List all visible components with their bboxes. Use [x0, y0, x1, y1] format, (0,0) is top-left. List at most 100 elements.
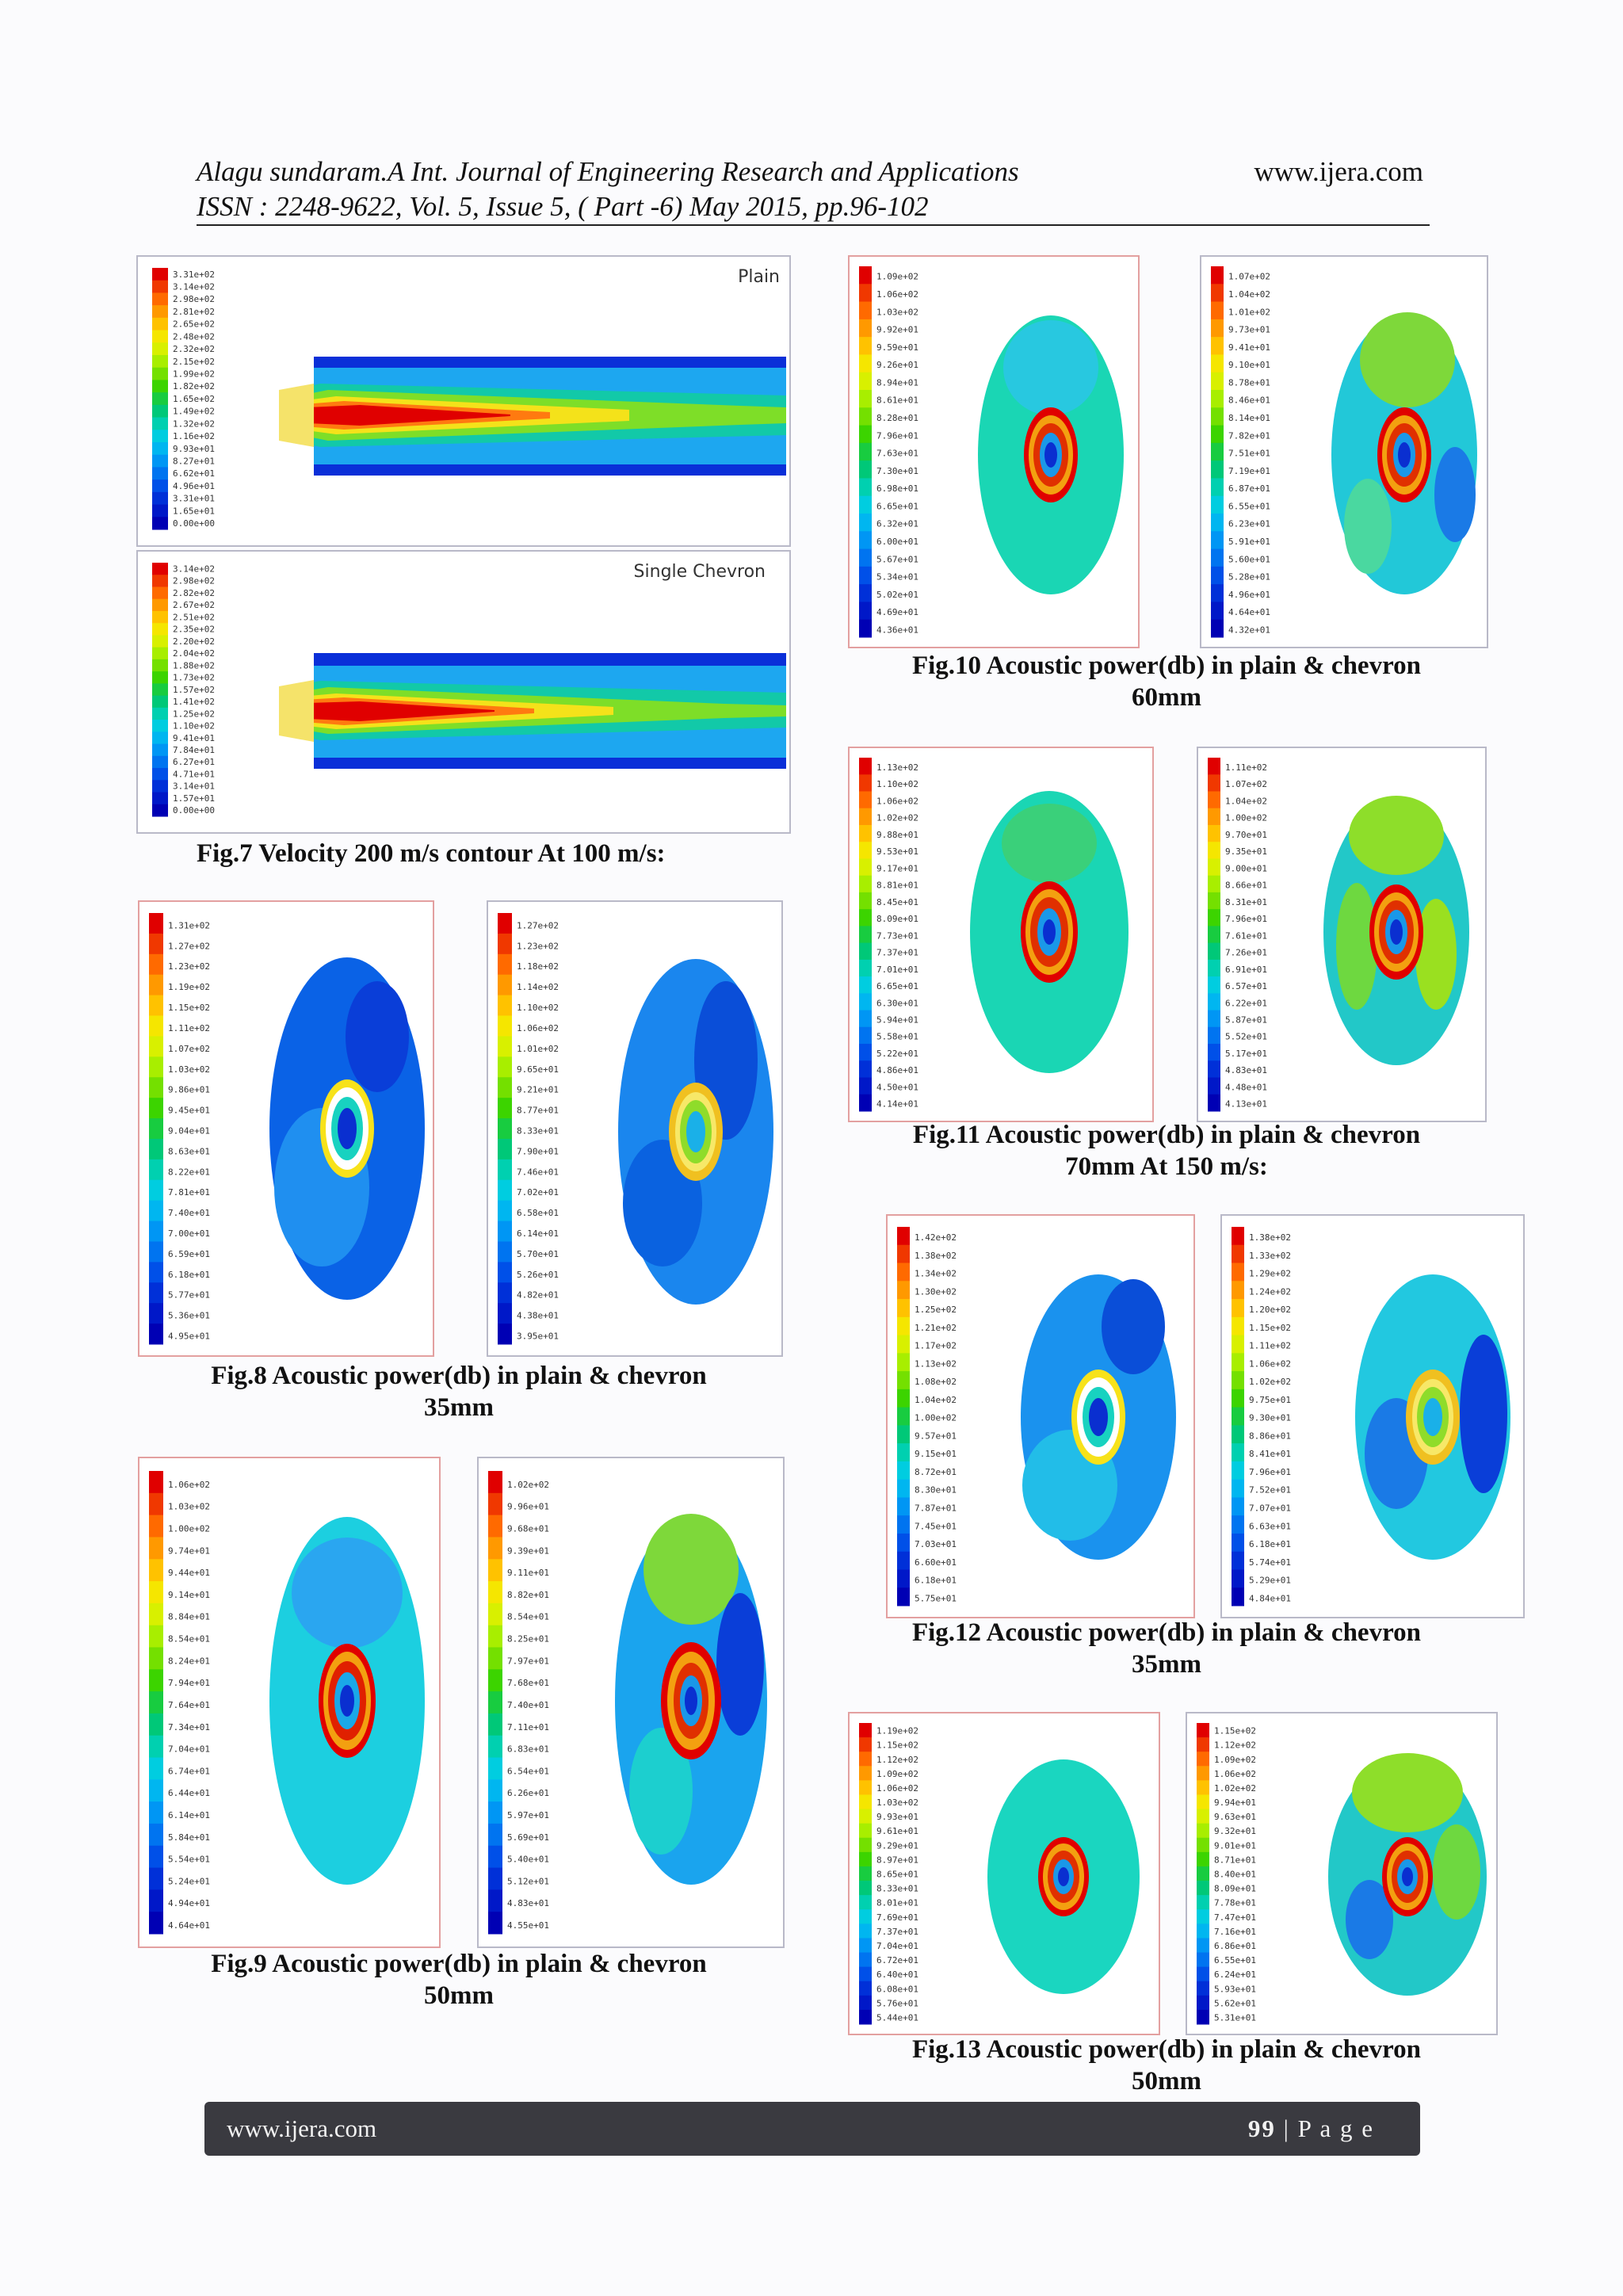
- colorbar-label: 7.02e+01: [517, 1187, 559, 1198]
- fig7-chevron-contour: 3.14e+02 2.98e+02 2.82e+02 2.67e+02 2.51e+02…: [136, 550, 791, 834]
- colorbar-swatch: [859, 1094, 872, 1112]
- colorbar-swatch: [1232, 1316, 1244, 1336]
- colorbar-swatch: [152, 367, 168, 380]
- colorbar-label: 9.61e+01: [876, 1826, 918, 1836]
- colorbar-label: 4.38e+01: [517, 1311, 559, 1321]
- colorbar-label: 8.27e+01: [173, 457, 215, 467]
- colorbar-swatch: [1208, 791, 1220, 809]
- colorbar-swatch: [149, 1537, 163, 1560]
- colorbar-label: 9.92e+01: [876, 325, 918, 335]
- colorbar-swatch: [498, 1241, 512, 1263]
- colorbar-swatch: [498, 1324, 512, 1345]
- colorbar-label: 6.14e+01: [168, 1810, 210, 1820]
- colorbar-label: 7.37e+01: [876, 948, 918, 958]
- colorbar-label: 1.01e+02: [1228, 307, 1270, 317]
- colorbar-label: 8.97e+01: [876, 1855, 918, 1865]
- colorbar-swatch: [149, 974, 163, 996]
- fig9-chevron-contour: 1.02e+02 9.96e+01 9.68e+01 9.39e+01 9.11e+01…: [477, 1457, 785, 1948]
- colorbar-swatch: [1197, 1866, 1209, 1881]
- colorbar-swatch: [859, 774, 872, 792]
- colorbar-label: 7.96e+01: [876, 430, 918, 441]
- colorbar-label: 7.78e+01: [1214, 1898, 1256, 1908]
- colorbar-swatch: [1197, 1737, 1209, 1752]
- colorbar-label: 6.72e+01: [876, 1955, 918, 1966]
- colorbar-label: 7.46e+01: [517, 1167, 559, 1177]
- colorbar-swatch: [859, 425, 872, 444]
- colorbar-swatch: [1232, 1389, 1244, 1408]
- colorbar-label: 1.27e+02: [517, 920, 559, 930]
- colorbar-swatch: [498, 1262, 512, 1283]
- fig13-chevron-contour: 1.15e+02 1.12e+02 1.09e+02 1.06e+02 1.02e+02…: [1186, 1712, 1498, 2035]
- colorbar-swatch: [859, 875, 872, 893]
- colorbar-swatch: [859, 1809, 872, 1824]
- colorbar-label: 9.93e+01: [173, 444, 215, 454]
- colorbar-label: 7.51e+01: [1228, 449, 1270, 459]
- colorbar-swatch: [859, 337, 872, 355]
- colorbar-swatch: [488, 1757, 502, 1780]
- colorbar-swatch: [1208, 976, 1220, 994]
- colorbar-label: 1.03e+02: [876, 307, 918, 317]
- fig13-chevron-disk: [1328, 1753, 1487, 1996]
- colorbar-label: 1.13e+02: [876, 762, 918, 773]
- colorbar-label: 1.07e+02: [1225, 779, 1267, 789]
- colorbar-label: 1.29e+02: [1249, 1269, 1291, 1279]
- fig9-chevron-disk: [615, 1514, 767, 1885]
- colorbar-label: 3.31e+02: [173, 269, 215, 280]
- colorbar-swatch: [1208, 959, 1220, 977]
- colorbar-label: 9.75e+01: [1249, 1395, 1291, 1405]
- fig7-chevron-jet: [279, 653, 786, 769]
- colorbar-label: 1.04e+02: [1228, 289, 1270, 300]
- colorbar-swatch: [152, 623, 168, 636]
- fig10-caption-line1: Fig.10 Acoustic power(db) in plain & che…: [911, 651, 1421, 680]
- colorbar-swatch: [149, 1757, 163, 1780]
- colorbar-label: 6.65e+01: [876, 501, 918, 511]
- colorbar-swatch: [498, 1056, 512, 1078]
- colorbar-label: 7.94e+01: [168, 1678, 210, 1688]
- colorbar-label: 7.61e+01: [1225, 930, 1267, 941]
- fig8-plain-disk: [269, 957, 425, 1300]
- colorbar-swatch: [1232, 1244, 1244, 1264]
- colorbar-swatch: [1197, 1809, 1209, 1824]
- colorbar-label: 6.14e+01: [517, 1228, 559, 1239]
- colorbar-label: 6.59e+01: [168, 1249, 210, 1259]
- colorbar-swatch: [149, 1241, 163, 1263]
- colorbar-swatch: [1211, 425, 1224, 444]
- colorbar-label: 1.38e+02: [1249, 1232, 1291, 1243]
- colorbar-swatch: [149, 1262, 163, 1283]
- colorbar-label: 6.55e+01: [1228, 501, 1270, 511]
- colorbar-swatch: [1232, 1497, 1244, 1516]
- colorbar-swatch: [859, 1723, 872, 1738]
- colorbar-swatch: [897, 1335, 910, 1354]
- colorbar-swatch: [1232, 1533, 1244, 1553]
- colorbar-label: 6.40e+01: [876, 1969, 918, 1980]
- colorbar-swatch: [149, 1179, 163, 1201]
- colorbar-swatch: [859, 442, 872, 461]
- colorbar-label: 5.52e+01: [1225, 1032, 1267, 1042]
- colorbar-swatch: [897, 1515, 910, 1534]
- colorbar-swatch: [498, 1282, 512, 1304]
- fig7-plain-label: Plain: [738, 267, 780, 287]
- colorbar-swatch: [488, 1867, 502, 1890]
- colorbar-label: 1.30e+02: [915, 1286, 957, 1297]
- colorbar-swatch: [152, 732, 168, 745]
- colorbar-swatch: [1208, 993, 1220, 1011]
- colorbar-label: 6.91e+01: [1225, 965, 1267, 975]
- colorbar-label: 6.62e+01: [173, 468, 215, 479]
- colorbar-label: 1.15e+02: [876, 1740, 918, 1751]
- colorbar-label: 9.32e+01: [1214, 1826, 1256, 1836]
- colorbar-swatch: [149, 1845, 163, 1869]
- colorbar-swatch: [859, 319, 872, 338]
- colorbar-label: 8.28e+01: [876, 413, 918, 423]
- colorbar-swatch: [488, 1559, 502, 1582]
- footer-website: www.ijera.com: [227, 2115, 377, 2142]
- colorbar-label: 7.52e+01: [1249, 1485, 1291, 1496]
- colorbar-label: 5.84e+01: [168, 1832, 210, 1843]
- colorbar-swatch: [152, 755, 168, 769]
- colorbar-swatch: [149, 1625, 163, 1648]
- colorbar-swatch: [149, 1515, 163, 1538]
- colorbar-label: 4.96e+01: [173, 481, 215, 491]
- fig9-caption-line2: 50mm: [424, 1981, 494, 2010]
- colorbar-label: 6.24e+01: [1214, 1969, 1256, 1980]
- colorbar-swatch: [1197, 1752, 1209, 1767]
- colorbar-label: 1.11e+02: [1249, 1341, 1291, 1351]
